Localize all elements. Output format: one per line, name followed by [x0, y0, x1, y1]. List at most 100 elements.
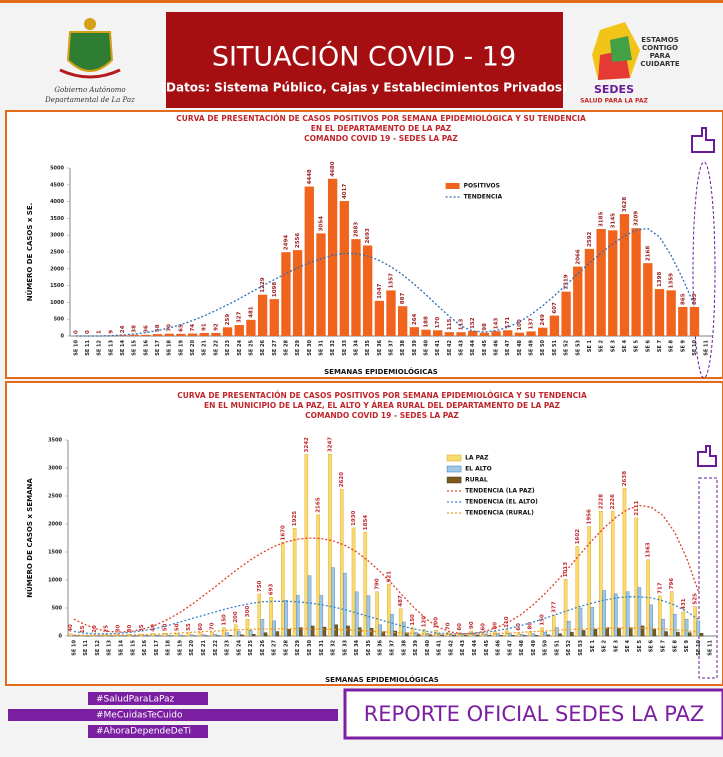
bar — [676, 631, 680, 637]
value-label: 2693 — [365, 228, 371, 243]
value-label: 921 — [386, 571, 392, 583]
value-label: 170 — [435, 317, 441, 329]
bar — [629, 627, 633, 637]
hashtag: #AhoraDependeDeTi — [96, 727, 191, 737]
x-tick-label: SE 19 — [177, 639, 183, 655]
x-tick-label: SE 17 — [154, 639, 160, 655]
x-tick-label: SE 32 — [330, 339, 336, 355]
y-axis-label: NÚMERO DE CASOS x SEMANA — [25, 478, 34, 598]
bar — [652, 629, 657, 637]
bar — [363, 531, 368, 637]
bar — [538, 327, 548, 336]
value-label: 264 — [412, 313, 418, 325]
y-axis-label: NÚMERO DE CASOS x SE. — [25, 203, 34, 302]
bar — [484, 634, 489, 637]
x-tick-label: SE 45 — [484, 639, 490, 655]
bar — [257, 294, 268, 336]
value-label: 150 — [540, 614, 546, 626]
value-label: 65 — [178, 324, 184, 332]
x-tick-label: SE 10 — [692, 339, 698, 355]
value-label: 40 — [151, 624, 157, 632]
value-label: 525 — [693, 593, 699, 605]
value-label: 2168 — [645, 246, 651, 261]
x-tick-label: SE 27 — [272, 339, 278, 355]
banner — [166, 12, 563, 108]
highlight — [692, 161, 716, 379]
x-tick-label: SE 20 — [190, 339, 196, 355]
x-tick-label: SE 37 — [390, 639, 396, 655]
value-label: 91 — [202, 323, 208, 331]
bar — [327, 178, 338, 336]
bar — [339, 201, 349, 336]
x-tick-label: SE 34 — [353, 339, 359, 355]
bar — [514, 332, 525, 336]
value-label: 259 — [225, 314, 231, 326]
x-tick-label: SE 43 — [459, 339, 465, 355]
bar — [578, 607, 583, 637]
value-label: 2638 — [622, 471, 628, 486]
x-tick-label: SE 13 — [108, 339, 114, 355]
x-tick-label: SE 26 — [260, 339, 266, 355]
value-label: 1602 — [575, 529, 581, 544]
x-axis-label: SEMANAS EPIDEMIOLÓGICAS — [324, 367, 438, 376]
value-label: 90 — [469, 621, 475, 629]
y-tick-label: 1500 — [48, 550, 62, 556]
bar — [452, 635, 456, 637]
x-tick-label: SE 18 — [166, 639, 172, 655]
bar — [511, 634, 515, 637]
x-tick-label: SE 14 — [119, 639, 125, 655]
value-label: 25 — [104, 625, 110, 633]
bar — [416, 634, 421, 637]
bar — [610, 511, 615, 637]
bar — [351, 239, 361, 336]
chart-title: CURVA DE PRESENTACIÓN DE CASOS POSITIVOS… — [176, 114, 586, 123]
bar — [334, 624, 339, 637]
bar — [129, 334, 139, 336]
bar — [503, 330, 513, 336]
x-tick-label: SE 29 — [295, 639, 301, 655]
bar — [669, 591, 674, 637]
bar — [689, 307, 700, 336]
bar — [234, 325, 244, 336]
x-tick-label: SE 50 — [540, 339, 546, 355]
x-tick-label: SE 31 — [318, 339, 324, 355]
logo-shape — [610, 36, 632, 62]
bar — [563, 579, 568, 637]
chart-title: COMANDO COVID 19 - SEDES LA PAZ — [304, 134, 458, 143]
bar — [141, 334, 151, 336]
legend-label: TENDENCIA (EL ALTO) — [465, 499, 538, 506]
bar — [240, 634, 244, 637]
bar — [211, 332, 221, 336]
x-tick-label: SE 16 — [142, 639, 148, 655]
bar — [310, 625, 315, 637]
bar — [522, 635, 527, 637]
right-logo: ESTAMOS CONTIGO PARA CUIDARTE SEDES SALU… — [580, 22, 680, 105]
bar — [117, 335, 128, 336]
x-tick-label: SE 19 — [178, 339, 184, 355]
bar — [178, 634, 182, 637]
x-tick-label: SE 12 — [95, 639, 101, 655]
bar — [245, 619, 250, 637]
x-tick-label: SE 44 — [470, 339, 476, 355]
x-tick-label: SE 51 — [554, 639, 560, 655]
shield — [66, 31, 114, 72]
x-tick-label: SE 38 — [400, 339, 406, 355]
bar — [475, 634, 480, 637]
bar — [526, 331, 536, 336]
logo-text: PARA — [650, 52, 671, 60]
bar — [558, 633, 562, 637]
value-label: 790 — [375, 578, 381, 590]
hashtag: #MeCuidasTeCuido — [96, 711, 183, 721]
x-tick-label: SE 39 — [413, 639, 419, 655]
x-tick-label: SE 11 — [704, 339, 710, 355]
bar — [175, 633, 179, 637]
bar — [640, 625, 645, 637]
x-tick-label: SE 14 — [120, 339, 126, 355]
bar — [596, 228, 606, 336]
x-tick-label: SE 3 — [610, 339, 616, 352]
x-tick-label: SE 24 — [236, 639, 242, 655]
bar — [375, 591, 379, 637]
x-tick-label: SE 21 — [202, 339, 208, 355]
subtitle: (Datos: Sistema Público, Cajas y Estable… — [161, 81, 568, 95]
value-label: 1925 — [292, 511, 298, 526]
